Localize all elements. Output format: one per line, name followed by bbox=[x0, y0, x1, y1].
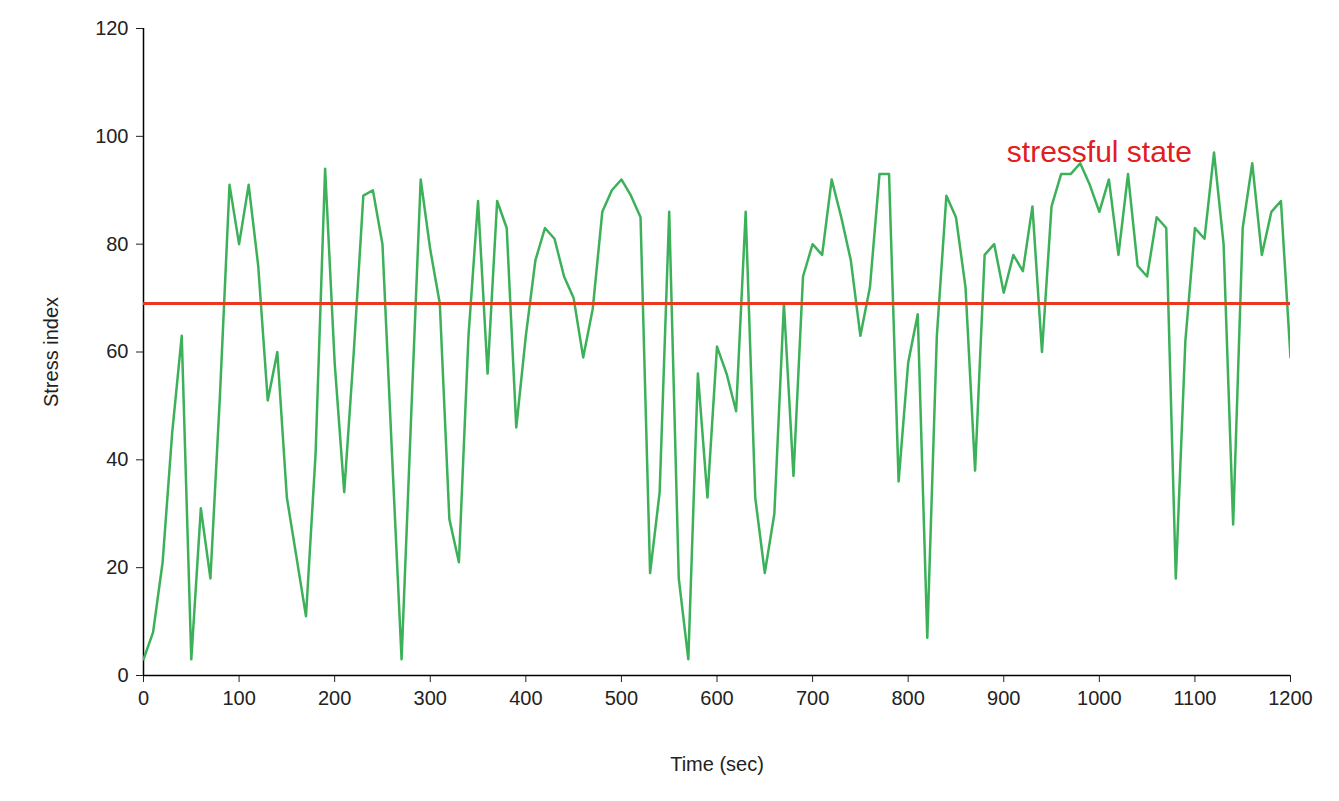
svg-text:100: 100 bbox=[95, 125, 128, 147]
svg-text:Stress index: Stress index bbox=[40, 297, 62, 407]
svg-text:1000: 1000 bbox=[1077, 687, 1122, 709]
svg-text:700: 700 bbox=[796, 687, 829, 709]
svg-text:500: 500 bbox=[605, 687, 638, 709]
svg-text:80: 80 bbox=[106, 233, 128, 255]
svg-text:20: 20 bbox=[106, 556, 128, 578]
svg-text:800: 800 bbox=[891, 687, 924, 709]
svg-text:60: 60 bbox=[106, 340, 128, 362]
svg-text:100: 100 bbox=[222, 687, 255, 709]
svg-text:0: 0 bbox=[138, 687, 149, 709]
svg-text:Time (sec): Time (sec) bbox=[670, 753, 764, 775]
svg-text:1200: 1200 bbox=[1268, 687, 1313, 709]
svg-text:1100: 1100 bbox=[1173, 687, 1216, 709]
svg-text:400: 400 bbox=[509, 687, 542, 709]
svg-text:120: 120 bbox=[95, 17, 128, 39]
svg-text:0: 0 bbox=[117, 664, 128, 686]
svg-text:300: 300 bbox=[414, 687, 447, 709]
svg-text:stressful state: stressful state bbox=[1007, 135, 1192, 168]
svg-text:900: 900 bbox=[987, 687, 1020, 709]
svg-text:600: 600 bbox=[700, 687, 733, 709]
svg-text:40: 40 bbox=[106, 448, 128, 470]
svg-text:200: 200 bbox=[318, 687, 351, 709]
